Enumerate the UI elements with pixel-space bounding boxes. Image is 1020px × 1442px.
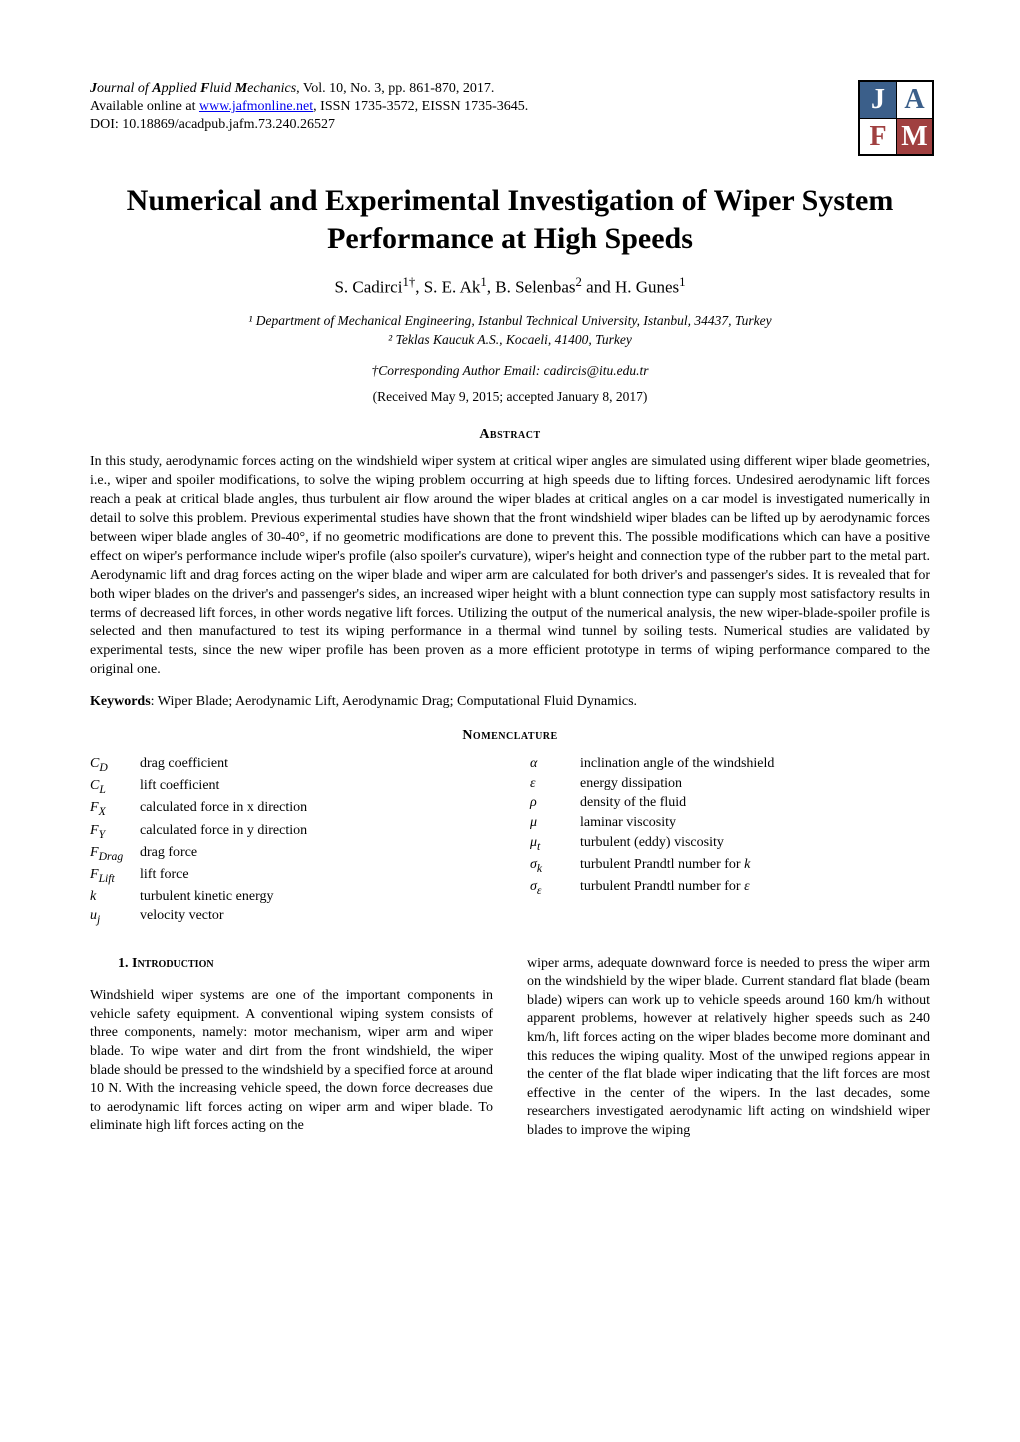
nomenclature-definition: velocity vector	[140, 906, 490, 928]
nomenclature-symbol: CD	[90, 754, 140, 776]
nomenclature-symbol: FY	[90, 821, 140, 843]
nomenclature-symbol: k	[90, 887, 140, 907]
nomenclature-definition: lift force	[140, 865, 490, 887]
logo-letter-a: A	[896, 82, 932, 118]
nomenclature-symbol: σε	[530, 877, 580, 899]
logo-letter-f: F	[860, 118, 896, 154]
nomenclature-heading: Nomenclature	[90, 728, 930, 744]
journal-info: Journal of Applied Fluid Mechanics, Vol.…	[90, 80, 528, 135]
page: Journal of Applied Fluid Mechanics, Vol.…	[0, 0, 1020, 1201]
right-column: wiper arms, adequate downward force is n…	[527, 955, 930, 1141]
header-row: Journal of Applied Fluid Mechanics, Vol.…	[90, 80, 930, 152]
nomenclature-symbol: μt	[530, 833, 580, 855]
nomenclature-row: FDragdrag force	[90, 843, 490, 865]
nomenclature-row: ujvelocity vector	[90, 906, 490, 928]
abstract-body: In this study, aerodynamic forces acting…	[90, 453, 930, 680]
nomenclature-row: σkturbulent Prandtl number for k	[530, 855, 930, 877]
jafm-logo: J A F M	[858, 80, 930, 152]
affiliations: ¹ Department of Mechanical Engineering, …	[90, 312, 930, 350]
nomenclature-definition: calculated force in x direction	[140, 798, 490, 820]
introduction-heading: 1. Introduction	[118, 955, 493, 974]
nomenclature-symbol: ε	[530, 774, 580, 794]
nomenclature-row: FYcalculated force in y direction	[90, 821, 490, 843]
nomenclature-symbol: uj	[90, 906, 140, 928]
abstract-heading: Abstract	[90, 427, 930, 443]
left-column: 1. Introduction Windshield wiper systems…	[90, 955, 493, 1141]
keywords-text: : Wiper Blade; Aerodynamic Lift, Aerodyn…	[151, 694, 637, 709]
nomenclature-definition: turbulent (eddy) viscosity	[580, 833, 930, 855]
nomenclature-symbol: μ	[530, 813, 580, 833]
nomenclature-definition: turbulent kinetic energy	[140, 887, 490, 907]
nomenclature-definition: inclination angle of the windshield	[580, 754, 930, 774]
nomenclature-row: ρdensity of the fluid	[530, 793, 930, 813]
nomenclature-definition: energy dissipation	[580, 774, 930, 794]
body-columns: 1. Introduction Windshield wiper systems…	[90, 955, 930, 1141]
keywords-label: Keywords	[90, 694, 151, 709]
nomenclature-row: CLlift coefficient	[90, 776, 490, 798]
nomenclature-row: μtturbulent (eddy) viscosity	[530, 833, 930, 855]
nomenclature-definition: turbulent Prandtl number for k	[580, 855, 930, 877]
nomenclature-definition: drag force	[140, 843, 490, 865]
nomenclature-table: CDdrag coefficientCLlift coefficientFXca…	[90, 754, 930, 928]
journal-doi: DOI: 10.18869/acadpub.jafm.73.240.26527	[90, 116, 528, 134]
logo-letter-m: M	[896, 118, 932, 154]
logo-letter-j: J	[860, 82, 896, 118]
nomenclature-symbol: FX	[90, 798, 140, 820]
nomenclature-definition: laminar viscosity	[580, 813, 930, 833]
nomenclature-definition: turbulent Prandtl number for ε	[580, 877, 930, 899]
nomenclature-row: CDdrag coefficient	[90, 754, 490, 776]
nomenclature-symbol: ρ	[530, 793, 580, 813]
paper-title: Numerical and Experimental Investigation…	[90, 182, 930, 257]
nomenclature-row: μlaminar viscosity	[530, 813, 930, 833]
nomenclature-definition: density of the fluid	[580, 793, 930, 813]
nomenclature-row: αinclination angle of the windshield	[530, 754, 930, 774]
nomenclature-symbol: α	[530, 754, 580, 774]
journal-line2-suffix: , ISSN 1735-3572, EISSN 1735-3645.	[313, 99, 528, 114]
journal-line2-prefix: Available online at	[90, 99, 199, 114]
nomenclature-symbol: CL	[90, 776, 140, 798]
nomenclature-right-column: αinclination angle of the windshieldεene…	[530, 754, 930, 928]
nomenclature-row: εenergy dissipation	[530, 774, 930, 794]
nomenclature-symbol: σk	[530, 855, 580, 877]
corresponding-author: †Corresponding Author Email: cadircis@it…	[90, 363, 930, 379]
logo-grid: J A F M	[858, 80, 934, 156]
intro-paragraph-left: Windshield wiper systems are one of the …	[90, 987, 493, 1136]
journal-line1: Journal of Applied Fluid Mechanics, Vol.…	[90, 80, 528, 98]
nomenclature-definition: drag coefficient	[140, 754, 490, 776]
affiliation-1: ¹ Department of Mechanical Engineering, …	[90, 312, 930, 331]
nomenclature-left-column: CDdrag coefficientCLlift coefficientFXca…	[90, 754, 490, 928]
nomenclature-row: FLiftlift force	[90, 865, 490, 887]
keywords: Keywords: Wiper Blade; Aerodynamic Lift,…	[90, 694, 930, 710]
affiliation-2: ² Teklas Kaucuk A.S., Kocaeli, 41400, Tu…	[90, 331, 930, 350]
nomenclature-symbol: FDrag	[90, 843, 140, 865]
nomenclature-symbol: FLift	[90, 865, 140, 887]
received-dates: (Received May 9, 2015; accepted January …	[90, 389, 930, 405]
nomenclature-row: FXcalculated force in x direction	[90, 798, 490, 820]
journal-line2: Available online at www.jafmonline.net, …	[90, 98, 528, 116]
nomenclature-row: σεturbulent Prandtl number for ε	[530, 877, 930, 899]
intro-paragraph-right: wiper arms, adequate downward force is n…	[527, 955, 930, 1141]
nomenclature-definition: lift coefficient	[140, 776, 490, 798]
journal-link[interactable]: www.jafmonline.net	[199, 99, 313, 114]
nomenclature-row: kturbulent kinetic energy	[90, 887, 490, 907]
nomenclature-definition: calculated force in y direction	[140, 821, 490, 843]
authors: S. Cadirci1†, S. E. Ak1, B. Selenbas2 an…	[90, 275, 930, 298]
